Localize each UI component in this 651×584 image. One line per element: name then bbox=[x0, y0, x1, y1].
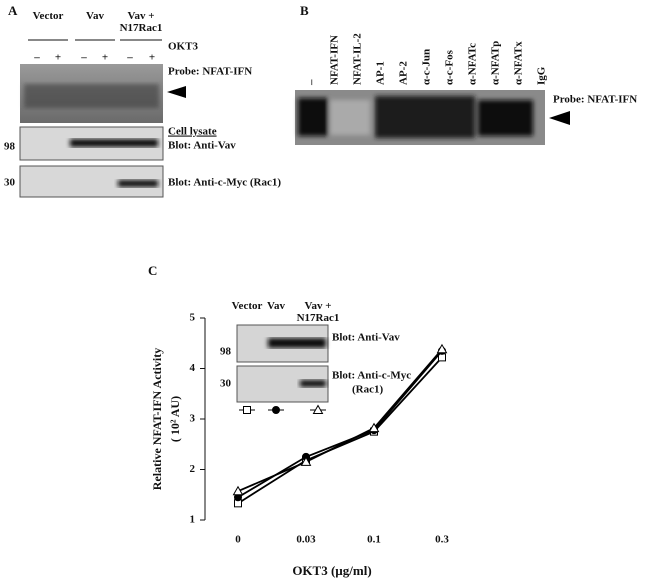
mw-label: 98 bbox=[4, 141, 16, 153]
group-label: Vav + N17Rac1 bbox=[119, 10, 163, 34]
sign-label: – bbox=[126, 52, 133, 64]
y-tick-label: 2 bbox=[190, 463, 196, 475]
x-tick-label: 0 bbox=[235, 534, 241, 546]
y-tick-label: 3 bbox=[190, 413, 196, 425]
legend-marker bbox=[272, 406, 280, 414]
legend-label: Vector bbox=[231, 300, 263, 312]
legend-marker bbox=[312, 404, 324, 414]
series-line bbox=[237, 348, 443, 493]
group-label: Vav bbox=[86, 10, 104, 22]
lane-label: AP-1 bbox=[375, 61, 387, 85]
arrow bbox=[549, 111, 570, 125]
inset-blot-label: (Rac1) bbox=[352, 384, 383, 396]
x-tick-label: 0.03 bbox=[296, 534, 316, 546]
arrow bbox=[167, 86, 186, 98]
marker bbox=[368, 422, 380, 433]
x-tick-label: 0.1 bbox=[367, 534, 381, 546]
mw-label: 30 bbox=[4, 177, 16, 189]
sign-label: + bbox=[102, 52, 108, 64]
lane-label: α-NFATc bbox=[467, 43, 479, 85]
x-tick-label: 0.3 bbox=[435, 534, 449, 546]
lane-label: α-NFATp bbox=[490, 41, 502, 85]
inset-mw-label: 98 bbox=[220, 346, 232, 358]
series-line bbox=[237, 356, 443, 505]
panel-label: A bbox=[8, 3, 18, 18]
y-tick-label: 1 bbox=[190, 514, 196, 526]
marker bbox=[300, 456, 312, 466]
blot-label: Blot: Anti-c-Myc (Rac1) bbox=[168, 177, 281, 189]
probe-label: Probe: NFAT-IFN bbox=[168, 66, 252, 78]
y-axis-label: Relative NFAT-IFN Activity bbox=[150, 348, 164, 490]
lane-label: AP-2 bbox=[398, 61, 410, 85]
panel-label: C bbox=[148, 263, 157, 278]
legend-marker bbox=[243, 406, 251, 414]
sign-label: + bbox=[149, 52, 155, 64]
marker bbox=[232, 485, 244, 496]
group-label: Vector bbox=[32, 10, 64, 22]
y-axis-label: ( 10² AU) bbox=[168, 396, 182, 442]
lysate-label: Cell lysate bbox=[168, 126, 217, 138]
lane-label: IgG bbox=[536, 66, 548, 85]
sign-label: – bbox=[33, 52, 40, 64]
x-axis-label: OKT3 (µg/ml) bbox=[292, 563, 371, 578]
treatment-label: OKT3 bbox=[168, 41, 198, 53]
sign-label: + bbox=[55, 52, 61, 64]
inset-mw-label: 30 bbox=[220, 378, 232, 390]
lane-label: – bbox=[306, 79, 318, 86]
legend-label: Vav bbox=[267, 300, 285, 312]
marker bbox=[436, 343, 448, 354]
inset-blot-label: Blot: Anti-c-Myc bbox=[332, 370, 411, 382]
panel-label: B bbox=[300, 3, 309, 18]
inset-blot-label: Blot: Anti-Vav bbox=[332, 332, 400, 344]
probe-label: Probe: NFAT-IFN bbox=[553, 94, 637, 106]
lane-label: NFAT-IL-2 bbox=[352, 33, 364, 85]
sign-label: – bbox=[80, 52, 87, 64]
y-tick-label: 4 bbox=[190, 362, 196, 374]
blot-label: Blot: Anti-Vav bbox=[168, 140, 236, 152]
lane-label: α-NFATx bbox=[513, 41, 525, 85]
y-tick-label: 5 bbox=[190, 312, 196, 324]
lane-label: NFAT-IFN bbox=[329, 35, 341, 85]
lane-label: α-c-Jun bbox=[421, 49, 433, 85]
lane-label: α-c-Fos bbox=[444, 49, 456, 85]
legend-label: Vav + N17Rac1 bbox=[296, 300, 340, 324]
